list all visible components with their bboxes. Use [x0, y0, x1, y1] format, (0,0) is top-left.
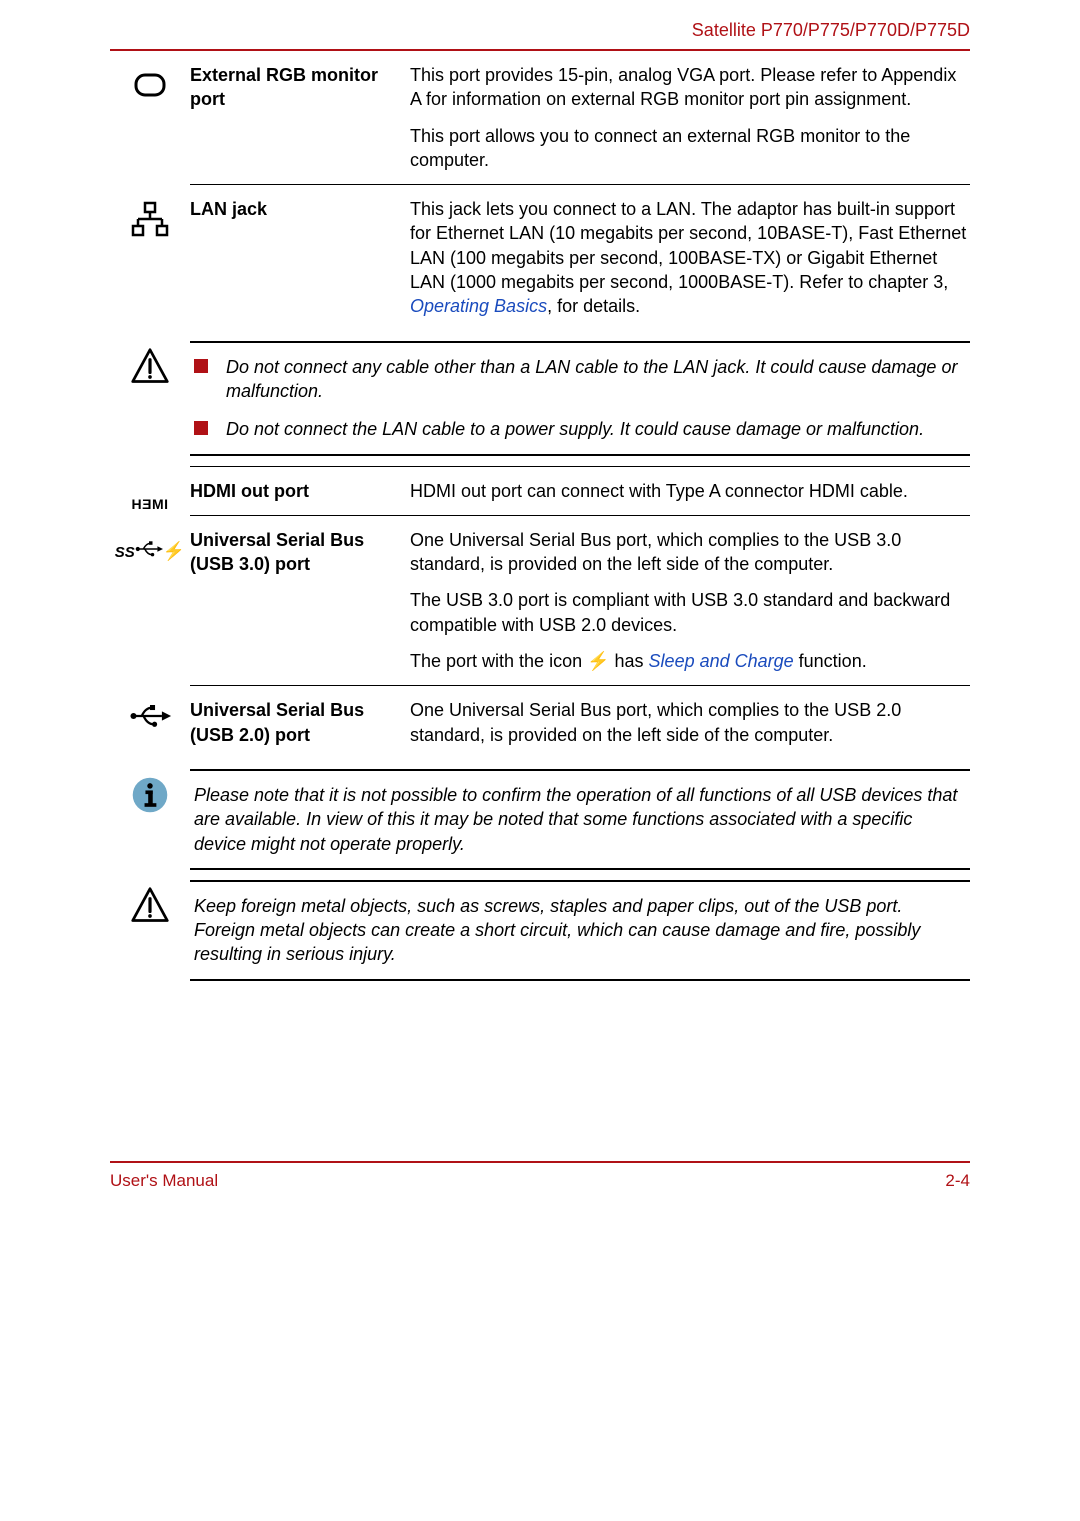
manual-page: Satellite P770/P775/P770D/P775D External…: [0, 0, 1080, 1211]
hdmi-label: HDMI out port: [190, 479, 410, 503]
port-row-usb3: SS ⚡ Universal Serial Bus (USB 3.0) port…: [110, 516, 970, 686]
rgb-port-description: This port provides 15-pin, analog VGA po…: [410, 63, 970, 172]
bullet-icon: [194, 421, 208, 435]
sleep-and-charge-link[interactable]: Sleep and Charge: [649, 651, 794, 671]
usb-info-note: Please note that it is not possible to c…: [110, 769, 970, 870]
hdmi-description: HDMI out port can connect with Type A co…: [410, 479, 970, 503]
footer-right: 2-4: [945, 1171, 970, 1191]
lightning-icon: ⚡: [587, 651, 609, 671]
hdmi-icon: HƎMI: [110, 466, 190, 516]
lan-label: LAN jack: [190, 197, 410, 318]
rgb-port-label: External RGB monitor port: [190, 63, 410, 172]
usb2-icon: [110, 686, 190, 759]
lan-warning-note: Do not connect any cable other than a LA…: [110, 341, 970, 456]
footer-left: User's Manual: [110, 1171, 218, 1191]
lan-warning-2: Do not connect the LAN cable to a power …: [226, 417, 924, 441]
warning-icon: [110, 341, 190, 456]
lan-icon: [110, 185, 190, 330]
usb2-description: One Universal Serial Bus port, which com…: [410, 698, 970, 747]
lan-warning-1: Do not connect any cable other than a LA…: [226, 355, 966, 404]
usb-warning-text: Keep foreign metal objects, such as scre…: [194, 894, 966, 967]
port-row-rgb: External RGB monitor port This port prov…: [110, 51, 970, 185]
operating-basics-link[interactable]: Operating Basics: [410, 296, 547, 316]
usb3-description: One Universal Serial Bus port, which com…: [410, 528, 970, 673]
port-row-usb2: Universal Serial Bus (USB 2.0) port One …: [110, 686, 970, 759]
usb2-label: Universal Serial Bus (USB 2.0) port: [190, 698, 410, 747]
usb3-icon: SS ⚡: [110, 516, 190, 686]
usb3-label: Universal Serial Bus (USB 3.0) port: [190, 528, 410, 673]
page-footer: User's Manual 2-4: [110, 1161, 970, 1191]
info-icon: [110, 769, 190, 870]
port-row-lan: LAN jack This jack lets you connect to a…: [110, 185, 970, 330]
usb-warning-note: Keep foreign metal objects, such as scre…: [110, 880, 970, 981]
warning-icon: [110, 880, 190, 981]
port-row-hdmi: HƎMI HDMI out port HDMI out port can con…: [110, 466, 970, 516]
usb-info-text: Please note that it is not possible to c…: [194, 783, 966, 856]
page-header: Satellite P770/P775/P770D/P775D: [110, 20, 970, 51]
rgb-port-icon: [110, 51, 190, 185]
lan-description: This jack lets you connect to a LAN. The…: [410, 197, 970, 318]
bullet-icon: [194, 359, 208, 373]
